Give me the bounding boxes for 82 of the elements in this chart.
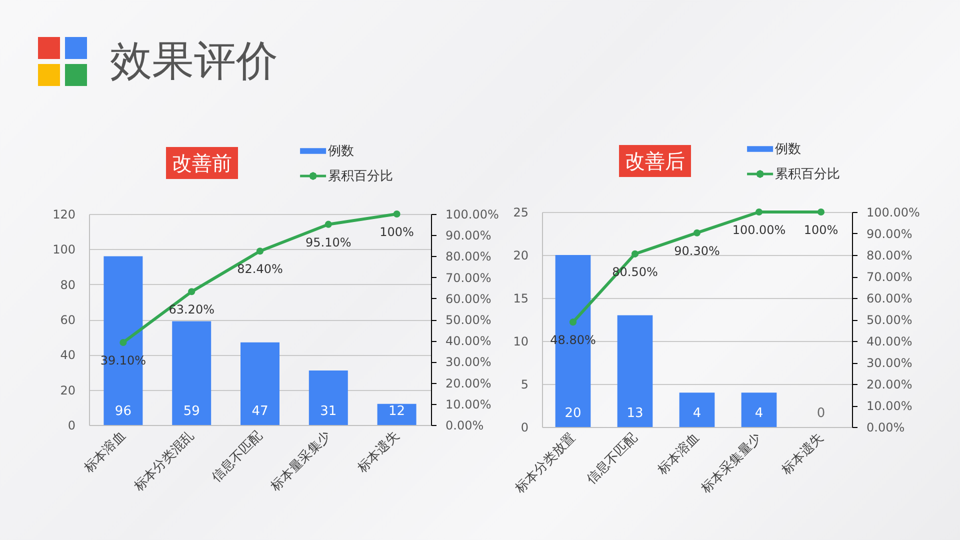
legend-label: 例数 [328,144,354,159]
y2-tick-label: 100.00% [866,206,920,220]
x-tick-label: 标本溶血 [80,428,129,477]
data-label: 20 [564,406,582,421]
y-tick-label: 20 [60,383,76,398]
y2-tick-label: 50.00% [866,313,912,327]
x-tick-label: 标本遗失 [778,430,827,479]
y2-tick-label: 10.00% [446,397,492,412]
point [569,318,577,326]
y2-tick-label: 80.00% [866,248,912,262]
legend-label: 累积百分比 [775,167,840,182]
point [324,220,332,228]
y2-tick-label: 40.00% [866,334,912,348]
y-tick-label: 20 [513,248,528,262]
x-tick-label: 标本遗失 [354,428,402,477]
y-tick-label: 15 [513,292,528,306]
y2-tick-label: 30.00% [446,355,492,370]
legend-label: 例数 [775,142,801,157]
y-tick-label: 25 [513,206,528,220]
bar [741,392,777,427]
data-label: 100.00% [732,223,786,237]
point [256,248,264,255]
y2-tick-label: 0.00% [446,418,484,432]
y-tick-label: 5 [520,378,528,392]
data-label: 63.20% [168,302,214,317]
data-label: 31 [320,404,337,419]
text: 效果评价 [110,35,278,87]
data-label: 100% [380,225,414,239]
data-label: 59 [183,404,200,419]
data-label: 0 [816,406,826,421]
y2-tick-label: 20.00% [446,376,492,390]
x-tick-label: 标本分类混乱 [130,428,198,496]
legend-label: 累积百分比 [328,169,393,184]
bar [377,404,416,425]
data-label: 95.10% [306,235,352,250]
data-label: 13 [626,406,644,421]
x-tick-label: 标本量采集少 [268,428,334,496]
data-label: 47 [252,404,268,419]
point [120,338,127,346]
y2-tick-label: 30.00% [866,356,912,370]
y2-tick-label: 0.00% [866,420,905,434]
data-label: 4 [754,406,764,421]
point [817,208,825,216]
point [755,208,763,216]
bar [308,370,348,425]
y2-tick-label: 90.00% [866,227,912,241]
y2-tick-label: 80.00% [446,250,492,264]
x-tick-label: 信息不匹配 [209,428,266,486]
y2-tick-label: 50.00% [446,313,492,327]
data-label: 4 [692,406,702,421]
point [188,288,196,296]
y2-tick-label: 70.00% [866,270,912,284]
data-label: 82.40% [237,262,283,276]
y2-tick-label: 60.00% [866,292,912,306]
y2-tick-label: 10.00% [866,399,912,413]
x-tick-label: 信息不匹配 [584,430,641,488]
y2-tick-label: 40.00% [446,334,492,348]
y2-tick-label: 90.00% [446,228,492,243]
y-tick-label: 80 [60,278,76,292]
y2-tick-label: 60.00% [446,292,492,306]
y2-tick-label: 20.00% [866,378,912,392]
data-label: 100% [804,223,838,237]
y-tick-label: 60 [60,313,76,327]
y2-tick-label: 100.00% [446,208,499,222]
bar [172,321,212,425]
bar [617,315,653,427]
y-tick-label: 0 [68,418,76,432]
bar [240,342,280,425]
point [693,229,701,236]
data-label: 96 [114,404,132,419]
y-tick-label: 100 [52,242,76,257]
chart-title: 改善前 [166,147,238,179]
chart-title: 改善后 [619,145,691,177]
data-label: 90.30% [674,244,720,258]
data-label: 12 [388,404,406,419]
y-tick-label: 120 [52,208,76,222]
point [631,250,639,258]
y2-tick-label: 70.00% [446,270,492,285]
y-tick-label: 10 [513,334,528,348]
y-tick-label: 40 [60,348,76,362]
point [393,210,400,218]
bar [679,392,715,427]
